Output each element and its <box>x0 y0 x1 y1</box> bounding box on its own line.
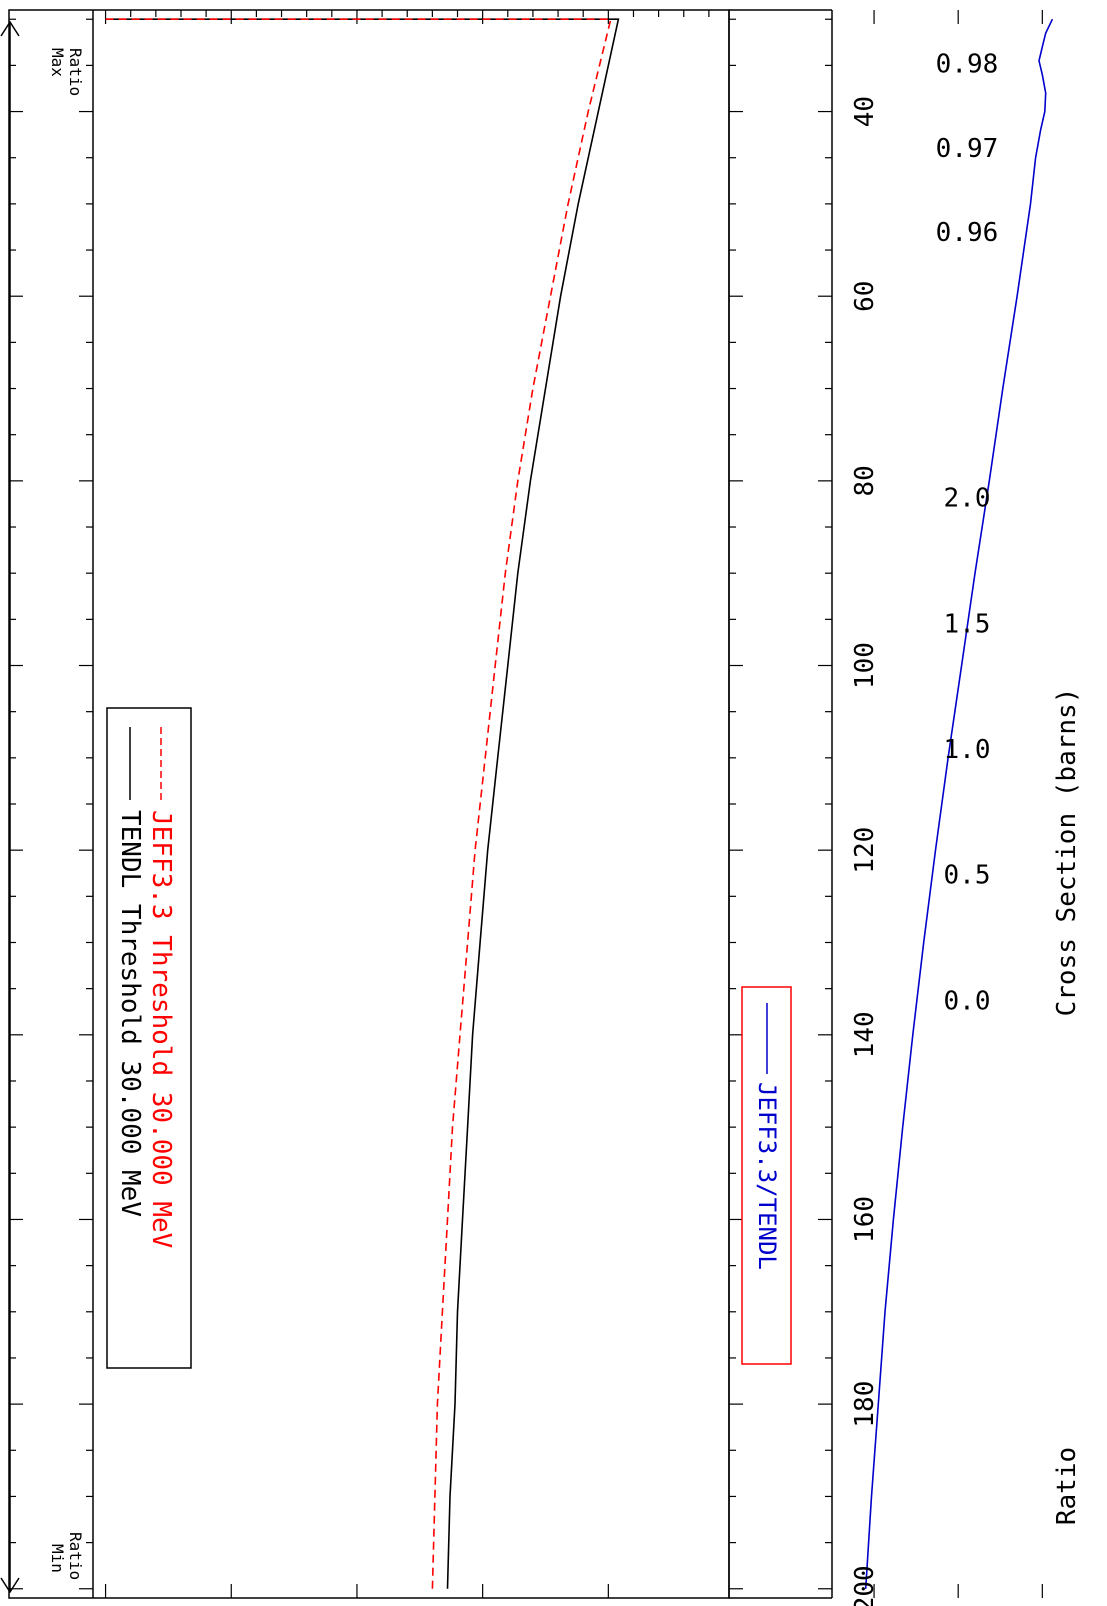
x-tick-label: 60 <box>850 281 880 312</box>
cross-section-legend: TENDL Threshold 30.000 MeV JEFF3.3 Thres… <box>106 707 192 1369</box>
ratio-y-tick-label: 0.98 <box>936 50 999 80</box>
x-tick-label: 100 <box>850 642 880 689</box>
cross-section-series <box>105 18 620 1589</box>
ratio-legend: JEFF3.3/TENDL <box>741 986 792 1365</box>
ratio-legend-label: JEFF3.3/TENDL <box>753 1082 781 1270</box>
tick-marks <box>9 10 1043 1598</box>
x-tick-label: 160 <box>850 1196 880 1243</box>
ratio-y-tick-label: 0.97 <box>936 134 999 164</box>
min-ratio-label: Min <box>48 1544 67 1573</box>
jeff-series-line <box>105 18 612 1589</box>
ratio-range-strip: Max Ratio Min Ratio <box>0 20 85 1594</box>
x-tick-label: 120 <box>850 827 880 874</box>
x-tick-label: 140 <box>850 1011 880 1058</box>
ratio-series-line <box>864 18 1054 1589</box>
tendl-legend-label: TENDL Threshold 30.000 MeV <box>115 810 145 1217</box>
x-tick-label: 40 <box>850 96 880 127</box>
y-tick-label: 0.5 <box>944 861 991 891</box>
ratio-axis-title: Ratio <box>1052 1447 1082 1525</box>
y-tick-label: 1.0 <box>944 735 991 765</box>
min-ratio-arrow-head <box>0 1577 20 1594</box>
tendl-series-line <box>105 18 620 1589</box>
jeff-legend-label: JEFF3.3 Threshold 30.000 MeV <box>146 810 176 1248</box>
y-tick-label: 0.0 <box>944 986 991 1016</box>
x-tick-label: 200 <box>850 1565 880 1606</box>
rotated-plot-group: Max Ratio Min Ratio 40 60 80 100 120 140 160 18… <box>0 9 1082 1606</box>
y-tick-label: 2.0 <box>944 484 991 514</box>
tick-labels: 40 60 80 100 120 140 160 180 200 0.0 0.5 1.0 1.5 2.0 0… <box>850 50 998 1606</box>
ratio-series <box>864 18 1054 1589</box>
cross-section-legend-box <box>106 707 192 1369</box>
max-ratio-sub-label: Ratio <box>66 48 85 96</box>
max-ratio-arrow-head <box>0 20 20 37</box>
max-ratio-label: Max <box>48 48 67 77</box>
x-tick-label: 180 <box>850 1381 880 1428</box>
y-tick-label: 1.5 <box>944 609 991 639</box>
ratio-y-tick-label: 0.96 <box>936 218 999 248</box>
ratio-legend-box <box>741 986 792 1365</box>
x-tick-label: 80 <box>850 465 880 496</box>
min-ratio-sub-label: Ratio <box>66 1532 85 1580</box>
cross-section-axis-title: Cross Section (barns) <box>1052 688 1082 1017</box>
